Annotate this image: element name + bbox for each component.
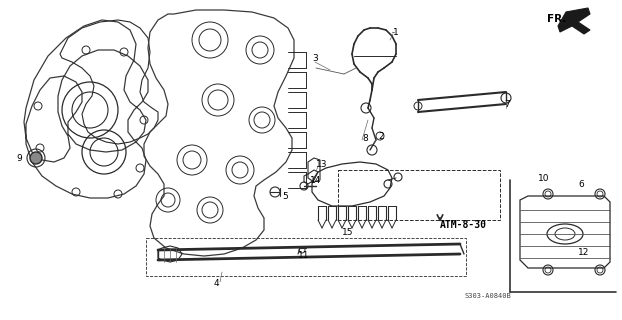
Text: 8: 8 [362, 133, 368, 142]
Text: 15: 15 [342, 228, 353, 236]
Text: 2: 2 [378, 132, 384, 140]
Text: 3: 3 [312, 53, 318, 62]
Bar [146, 238, 466, 276]
Text: 10: 10 [538, 173, 549, 182]
Text: 13: 13 [316, 159, 328, 169]
Text: ATM-8-30: ATM-8-30 [440, 220, 487, 230]
Text: 4: 4 [214, 279, 220, 289]
Text: 12: 12 [578, 247, 590, 257]
Text: 6: 6 [578, 180, 584, 188]
Circle shape [30, 152, 42, 164]
Text: 7: 7 [504, 100, 510, 108]
Bar [338, 170, 500, 220]
Text: 14: 14 [310, 175, 322, 185]
Text: S303-A0840B: S303-A0840B [465, 293, 511, 299]
Text: 11: 11 [298, 252, 310, 260]
Polygon shape [558, 8, 590, 34]
Text: 5: 5 [282, 191, 288, 201]
Text: 1: 1 [393, 28, 399, 36]
Text: FR.: FR. [547, 14, 567, 24]
Text: 9: 9 [16, 154, 22, 163]
